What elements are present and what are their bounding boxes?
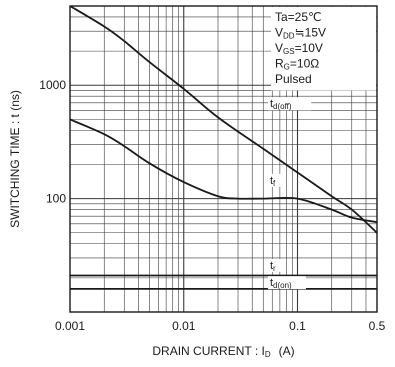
x-axis-label-main: DRAIN CURRENT : I <box>152 344 264 358</box>
series-label-bg <box>267 258 286 272</box>
x-tick-label: 0.1 <box>289 319 306 333</box>
x-axis-label-sub: D <box>265 350 271 359</box>
condition-main: Ta=25℃ <box>275 10 322 24</box>
x-tick-label: 0.01 <box>172 319 196 333</box>
series-label-bg <box>267 276 306 290</box>
series-label: td(off) <box>270 98 292 111</box>
condition-line: RG=10Ω <box>275 57 319 72</box>
series-label: td(on) <box>270 277 292 290</box>
x-axis-label: DRAIN CURRENT : ID (A) <box>152 344 294 359</box>
series-label-main: t <box>270 277 273 289</box>
condition-sub: GS <box>283 47 295 56</box>
condition-sub: G <box>284 63 290 72</box>
series-label-sub: f <box>273 179 276 188</box>
tick-labels: 0.001 0.01 0.1 0.5 100 1000 <box>39 78 385 333</box>
condition-main: Pulsed <box>275 72 312 86</box>
conditions-legend-bg <box>271 7 376 91</box>
series-label-sub: d(off) <box>273 102 292 111</box>
curves <box>70 6 377 290</box>
x-tick-label: 0.001 <box>55 319 85 333</box>
condition-sub: DD <box>283 32 295 41</box>
condition-main: R <box>275 57 284 71</box>
condition-line: Ta=25℃ <box>275 10 322 24</box>
series-label-main: t <box>270 98 273 110</box>
x-axis-label-unit: (A) <box>279 344 295 358</box>
series-line-t-f <box>70 118 377 224</box>
series-line-t-doff <box>70 6 377 234</box>
y-tick-label: 100 <box>46 192 66 206</box>
series-label-bg <box>267 97 312 111</box>
series-label-main: t <box>270 260 273 272</box>
series-label: tf <box>270 175 276 188</box>
x-tick-label: 0.5 <box>369 319 386 333</box>
plot-frame <box>69 5 378 313</box>
condition-tail: =10V <box>295 41 323 55</box>
y-axis-label: SWITCHING TIME : t (ns) <box>8 90 22 228</box>
condition-line: Pulsed <box>275 72 312 86</box>
condition-tail: ≒15V <box>295 26 326 40</box>
series-label-sub: d(on) <box>273 281 292 290</box>
condition-main: V <box>275 41 283 55</box>
series-label-main: t <box>270 175 273 187</box>
condition-main: V <box>275 26 283 40</box>
y-tick-label: 1000 <box>39 78 66 92</box>
series-label-sub: r <box>273 264 276 273</box>
series-label: tr <box>270 260 276 273</box>
series-label-bg <box>267 173 286 187</box>
condition-line: VDD≒15V <box>275 26 326 41</box>
condition-tail: =10Ω <box>290 57 319 71</box>
condition-line: VGS=10V <box>275 41 323 56</box>
